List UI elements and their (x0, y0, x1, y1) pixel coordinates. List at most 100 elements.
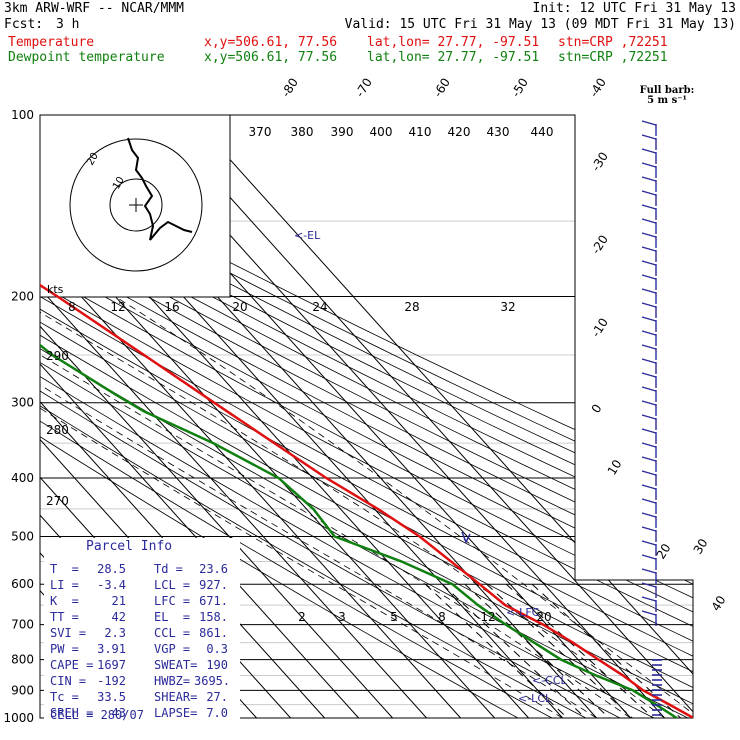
dry-adiabat (40, 114, 693, 718)
parcel-cell-1-1: -3.4 (97, 578, 126, 592)
moist-adiabat (40, 296, 665, 718)
parcel-cell-2-2: LFC = (154, 594, 191, 608)
level-annotation: <-LFC (506, 606, 540, 619)
isotherm (155, 114, 693, 718)
pressure-label-400: 400 (11, 471, 34, 485)
wind-barb-flag (641, 526, 657, 532)
parcel-cell-5-1: 3.91 (97, 642, 126, 656)
barb-legend-title: Full barb: (639, 85, 695, 96)
hodograph-ring-outer (69, 138, 203, 272)
parcel-cell-5-0: PW = (50, 642, 79, 656)
wind-barb-flag (641, 260, 657, 266)
hodograph-ring-inner (109, 178, 163, 232)
speed-scale-tick: 12 (110, 300, 125, 314)
isotherm (40, 114, 359, 718)
dry-adiabat (40, 114, 621, 718)
theta-label: 440 (531, 125, 554, 139)
theta-label: 370 (249, 125, 272, 139)
parcel-cell-0-0: T = (50, 562, 79, 576)
moist-adiabat (40, 296, 563, 718)
isotherm-label: -50 (509, 76, 531, 100)
parcel-cell-8-1: 33.5 (97, 690, 126, 704)
moist-adiabat (40, 296, 597, 718)
mixing-ratio-label: 20 (536, 610, 551, 624)
isotherm (189, 114, 693, 718)
parcel-cell-9-2: LAPSE= (154, 706, 198, 720)
wind-barb-flag (641, 162, 657, 168)
dry-adiabat (40, 114, 693, 718)
isotherm-label: -10 (589, 316, 611, 340)
dry-adiabat (40, 114, 693, 718)
pressure-label-300: 300 (11, 396, 34, 410)
parcel-cell-6-1: 1697 (97, 658, 126, 672)
speed-scale-units: kts (47, 283, 64, 296)
parcel-cell-5-2: VGP = (154, 642, 191, 656)
parcel-cell-1-3: 927. (199, 578, 228, 592)
theta-label: 430 (487, 125, 510, 139)
pressure-label-200: 200 (11, 290, 34, 304)
parcel-cell: CELL = 280/07 (50, 708, 144, 722)
wind-barb-flag (641, 414, 657, 420)
parcel-cell-1-2: LCL = (154, 578, 191, 592)
parcel-cell-3-1: 42 (111, 610, 126, 624)
wind-barb-flag (641, 372, 657, 378)
dry-adiabat (40, 114, 587, 718)
theta-label: 410 (409, 125, 432, 139)
theta-label: 400 (370, 125, 393, 139)
wind-barb-flag (641, 554, 657, 560)
theta-label: 380 (291, 125, 314, 139)
speed-scale-tick: 16 (164, 300, 179, 314)
theta-label: 420 (448, 125, 471, 139)
theta-side-label: 290 (46, 349, 69, 363)
temp-legend-name: Temperature (8, 35, 95, 50)
hodograph-frame (39, 114, 231, 298)
wind-barb-flag (641, 274, 657, 280)
dew-legend-name: Dewpoint temperature (8, 50, 165, 65)
theta-side-label: 280 (46, 423, 69, 437)
dry-adiabat (40, 114, 693, 718)
hodograph-trace (127, 137, 193, 241)
parcel-cell-8-0: Tc = (50, 690, 79, 704)
wind-barb-flag (641, 470, 657, 476)
wind-barb-flag (641, 190, 657, 196)
parcel-cell-5-3: 0.3 (206, 642, 228, 656)
pressure-label-800: 800 (11, 653, 34, 667)
mixing-ratio-line (464, 583, 610, 718)
moist-adiabat (40, 296, 631, 718)
parcel-cell-2-3: 671. (199, 594, 228, 608)
init-time: Init: 12 UTC Fri 31 May 13 (532, 1, 737, 16)
pressure-label-600: 600 (11, 577, 34, 591)
parcel-cell-7-1: -192 (97, 674, 126, 688)
parcel-cell-6-2: SWEAT= (154, 658, 198, 672)
wind-barb-flag (641, 148, 657, 154)
wind-barb-flag (641, 246, 657, 252)
barb-legend: Full barb: 5 m s⁻¹ (634, 86, 700, 106)
wind-barb-flag (641, 428, 657, 434)
parcel-cell-1-0: LI = (50, 578, 79, 592)
mixing-ratio-line (505, 583, 654, 718)
pressure-label-1000: 1000 (3, 711, 34, 725)
isotherm-label: 30 (691, 536, 711, 556)
parcel-cell-4-1: 2.3 (104, 626, 126, 640)
dewpoint-profile (40, 114, 678, 718)
parcel-cell-6-3: 190 (206, 658, 228, 672)
wind-barb-flag (641, 540, 657, 546)
dry-adiabat (40, 114, 689, 718)
wind-barb-flag (641, 204, 657, 210)
wind-barb-flag (641, 400, 657, 406)
dry-adiabat (40, 114, 693, 718)
pressure-label-900: 900 (11, 683, 34, 697)
parcel-cell-8-3: 27. (206, 690, 228, 704)
wind-barb-flag (641, 610, 657, 616)
temp-legend-stn: stn=CRP ,72251 (558, 35, 668, 50)
isotherm-label: -80 (279, 76, 301, 100)
level-annotation: <-LCL (518, 692, 552, 705)
wind-barb-flag (641, 582, 657, 588)
parcel-cell-7-0: CIN = (50, 674, 87, 688)
parcel-cell-4-3: 861. (199, 626, 228, 640)
parcel-cell-6-0: CAPE = (50, 658, 94, 672)
mixing-ratio-line (425, 583, 568, 718)
wind-barb-flag (641, 456, 657, 462)
parcel-cell-7-2: HWBZ= (154, 674, 191, 688)
pressure-label-700: 700 (11, 618, 34, 632)
